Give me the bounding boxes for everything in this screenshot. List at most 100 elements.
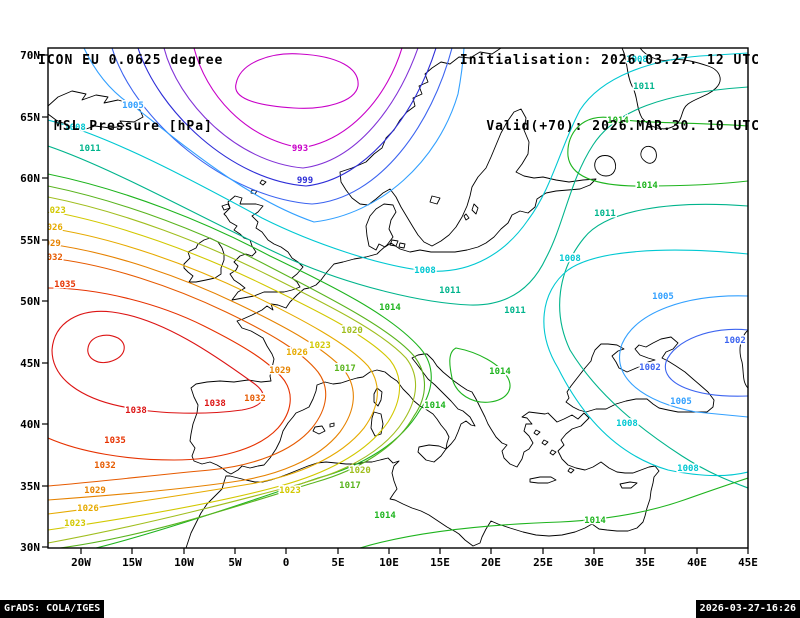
isobar-1020 bbox=[48, 196, 417, 544]
lat-tick-label: 40N bbox=[20, 418, 40, 431]
header-right: Initialisation: 2026.03.27. 12 UTC Valid… bbox=[460, 6, 760, 182]
isobar-label: 1023 bbox=[309, 341, 331, 351]
isobar-label: 1014 bbox=[374, 511, 396, 521]
lat-tick-label: 35N bbox=[20, 480, 40, 493]
lon-tick-label: 10E bbox=[379, 556, 399, 569]
isobar-label: 1011 bbox=[594, 209, 616, 219]
coastline bbox=[259, 179, 267, 186]
isobar-1002 bbox=[111, 48, 453, 205]
isobar-1014 bbox=[48, 173, 432, 548]
header-left: ICON EU 0.0625 degree MSL Pressure [hPa] bbox=[38, 6, 223, 182]
isobar-label: 1008 bbox=[559, 254, 581, 264]
coastline bbox=[594, 155, 617, 177]
coastline bbox=[529, 476, 557, 484]
isobar-1023 bbox=[48, 210, 401, 531]
lat-tick-label: 30N bbox=[20, 541, 40, 554]
isobar-1038 bbox=[51, 310, 264, 414]
isobar-label: 1014 bbox=[424, 401, 446, 411]
isobar-label: 1014 bbox=[584, 516, 606, 526]
isobar-label: 1014 bbox=[489, 367, 511, 377]
map-frame bbox=[47, 47, 749, 549]
isobar-label: 1008 bbox=[626, 55, 648, 65]
isobar-label: 1029 bbox=[39, 239, 61, 249]
lon-tick-label: 0 bbox=[283, 556, 290, 569]
coastline bbox=[429, 195, 441, 205]
isobar-label: 1014 bbox=[636, 181, 658, 191]
lon-tick-label: 15E bbox=[430, 556, 450, 569]
isobar-996 bbox=[163, 48, 419, 169]
isobar-990 bbox=[235, 53, 359, 109]
isobar-label: 1008 bbox=[414, 266, 436, 276]
coastline bbox=[183, 237, 225, 283]
isobar-label: 1017 bbox=[334, 364, 356, 374]
model-title: ICON EU 0.0625 degree bbox=[38, 53, 224, 68]
isobar-1029 bbox=[48, 243, 354, 501]
isobar-label: 1035 bbox=[104, 436, 126, 446]
field-title: MSL Pressure [hPa] bbox=[54, 119, 213, 134]
grads-credit: GrADS: COLA/IGES bbox=[0, 600, 105, 618]
isobar-1026 bbox=[48, 227, 378, 515]
isobar-label: 1026 bbox=[77, 504, 99, 514]
isobar-label: 1014 bbox=[607, 116, 629, 126]
coastline bbox=[463, 213, 470, 221]
isobar-label: 1032 bbox=[41, 253, 63, 263]
isobar-label: 1011 bbox=[633, 82, 655, 92]
coastline bbox=[541, 439, 549, 446]
isobar-1008 bbox=[543, 249, 748, 477]
lon-tick-label: 40E bbox=[687, 556, 707, 569]
isobar-label: 1011 bbox=[79, 144, 101, 154]
coastline bbox=[389, 239, 399, 247]
coastline bbox=[567, 467, 575, 474]
isobar-label: 1008 bbox=[64, 123, 86, 133]
coastline bbox=[185, 48, 660, 548]
lat-tick-label: 70N bbox=[20, 49, 40, 62]
coastline bbox=[549, 449, 557, 456]
lat-tick-label: 60N bbox=[20, 172, 40, 185]
isobar-label: 1008 bbox=[677, 464, 699, 474]
isobar-999 bbox=[137, 48, 437, 187]
isobar-1017 bbox=[48, 185, 425, 548]
isobar-label: 1035 bbox=[54, 280, 76, 290]
coastline bbox=[471, 203, 479, 215]
lon-tick-label: 20E bbox=[481, 556, 501, 569]
lon-tick-label: 45E bbox=[738, 556, 758, 569]
isobar-label: 993 bbox=[292, 144, 308, 154]
init-time: Initialisation: 2026.03.27. 12 UTC bbox=[459, 53, 760, 68]
isobar-label: 1014 bbox=[379, 303, 401, 313]
lon-tick-label: 5W bbox=[228, 556, 242, 569]
isobar-1011 bbox=[48, 86, 748, 306]
isobar-1002 bbox=[664, 328, 748, 397]
lon-tick-label: 30E bbox=[584, 556, 604, 569]
coastline bbox=[533, 429, 541, 436]
isobar-1014 bbox=[449, 347, 511, 403]
lon-tick-label: 25E bbox=[533, 556, 553, 569]
lat-tick-label: 50N bbox=[20, 295, 40, 308]
isobar-label: 1032 bbox=[94, 461, 116, 471]
isobar-label: 1029 bbox=[269, 366, 291, 376]
isobar-label: 1020 bbox=[341, 326, 363, 336]
isobar-label: 999 bbox=[297, 176, 313, 186]
valid-time: Valid(+70): 2026.MAR.30. 10 UTC bbox=[486, 119, 760, 134]
lat-tick-label: 55N bbox=[20, 234, 40, 247]
isobar-label: 1026 bbox=[286, 348, 308, 358]
isobar-label: 1023 bbox=[44, 206, 66, 216]
coastline bbox=[221, 203, 231, 211]
isobar-1041 bbox=[87, 334, 125, 364]
coastline bbox=[48, 90, 144, 130]
isobar-label: 1026 bbox=[41, 223, 63, 233]
coastline bbox=[640, 145, 657, 164]
isobar-label: 1038 bbox=[204, 399, 226, 409]
isobar-label: 1008 bbox=[616, 419, 638, 429]
isobar-label: 1023 bbox=[279, 486, 301, 496]
isobar-1014 bbox=[567, 116, 748, 187]
coastline bbox=[329, 422, 335, 428]
coastline bbox=[370, 411, 384, 437]
isobar-1008 bbox=[48, 52, 748, 272]
coastline bbox=[398, 242, 406, 249]
lon-tick-label: 15W bbox=[122, 556, 142, 569]
plot-timestamp: 2026-03-27-16:26 bbox=[695, 600, 800, 618]
isobar-label: 1017 bbox=[339, 481, 361, 491]
isobar-label: 1011 bbox=[439, 286, 461, 296]
